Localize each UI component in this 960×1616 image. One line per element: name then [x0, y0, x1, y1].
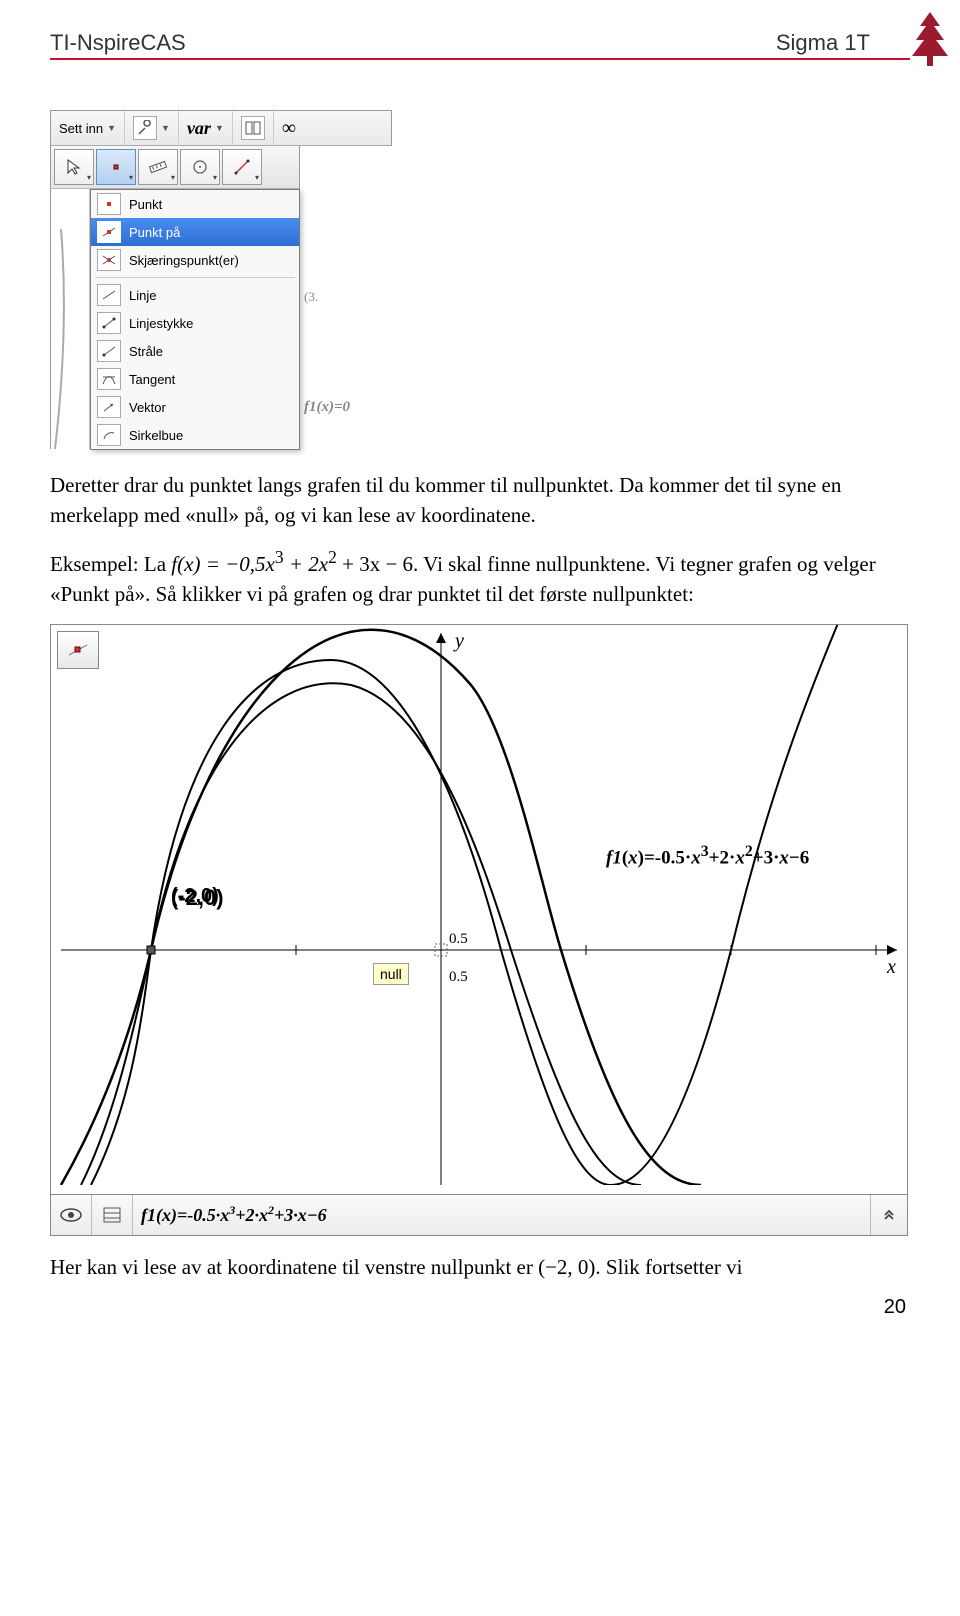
function-entry-bar: f1(x)=-0.5·x3+2·x2+3·x−6 [51, 1194, 907, 1235]
header-right: Sigma 1T [776, 30, 870, 56]
menu-label: Linjestykke [129, 316, 193, 331]
background-f1: f1(x)=0 [304, 399, 350, 416]
toolbox-button[interactable]: ▼ [125, 109, 179, 147]
paragraph-3: Her kan vi lese av at koordinatene til v… [50, 1252, 910, 1282]
chevron-down-icon: ▾ [255, 173, 259, 182]
segment-icon [97, 312, 121, 334]
menu-item-segment[interactable]: Linjestykke [91, 309, 299, 337]
chevron-down-icon: ▾ [171, 173, 175, 182]
point-dropdown-menu: Punkt Punkt på Skjæringspunkt(er) [90, 189, 300, 450]
menu-label: Vektor [129, 400, 166, 415]
point-on-icon [97, 221, 121, 243]
menu-item-line[interactable]: Linje [91, 281, 299, 309]
menu-label: Tangent [129, 372, 175, 387]
intersection-icon [97, 249, 121, 271]
graph-screenshot: y x 0.5 0.5 [50, 624, 908, 1236]
paragraph-1: Deretter drar du punktet langs grafen ti… [50, 470, 910, 531]
top-toolbar: Sett inn ▼ ▼ var ▼ ∞ [50, 110, 392, 146]
pointer-tool[interactable]: ▾ [54, 149, 94, 185]
menu-screenshot: Sett inn ▼ ▼ var ▼ ∞ [50, 110, 910, 450]
style-button[interactable] [92, 1195, 133, 1235]
ray-icon [97, 340, 121, 362]
chevron-down-icon: ▼ [161, 123, 170, 133]
entry-formula[interactable]: f1(x)=-0.5·x3+2·x2+3·x−6 [133, 1203, 870, 1226]
menu-item-vector[interactable]: Vektor [91, 393, 299, 421]
function-label: f1(x)=-0.5·x3+2·x2+3·x−6 [606, 843, 809, 869]
menu-label: Linje [129, 288, 156, 303]
tangent-icon [97, 368, 121, 390]
menu-label: Sirkelbue [129, 428, 183, 443]
segment-tool[interactable]: ▾ [222, 149, 262, 185]
wrench-icon [133, 116, 157, 140]
collapse-button[interactable] [870, 1195, 907, 1235]
chevron-down-icon: ▾ [87, 173, 91, 182]
menu-label: Stråle [129, 344, 163, 359]
var-button[interactable]: var ▼ [179, 109, 233, 147]
menu-separator [95, 277, 295, 278]
infinity-icon: ∞ [282, 117, 296, 140]
chevron-down-icon: ▼ [107, 123, 116, 133]
chevron-down-icon: ▼ [215, 123, 224, 133]
arc-icon [97, 424, 121, 446]
visibility-toggle[interactable] [51, 1195, 92, 1235]
header-left: TI-NspireCAS [50, 30, 186, 56]
side-strip [50, 189, 90, 449]
menu-item-punkt[interactable]: Punkt [91, 190, 299, 218]
insert-label: Sett inn [59, 121, 103, 136]
book-icon [241, 116, 265, 140]
chevron-down-icon: ▾ [213, 173, 217, 182]
header-divider [50, 58, 910, 60]
menu-label: Skjæringspunkt(er) [129, 253, 239, 268]
menu-item-ray[interactable]: Stråle [91, 337, 299, 365]
menu-label: Punkt [129, 197, 162, 212]
insert-menu-button[interactable]: Sett inn ▼ [51, 109, 125, 147]
var-label: var [187, 118, 211, 139]
menu-item-intersection[interactable]: Skjæringspunkt(er) [91, 246, 299, 274]
page-number: 20 [50, 1296, 910, 1319]
point-icon [97, 193, 121, 215]
menu-item-tangent[interactable]: Tangent [91, 365, 299, 393]
menu-label: Punkt på [129, 225, 180, 240]
ruler-tool[interactable]: ▾ [138, 149, 178, 185]
line-icon [97, 284, 121, 306]
chevron-down-icon: ▾ [129, 173, 133, 182]
menu-item-punkt-paa[interactable]: Punkt på [91, 218, 299, 246]
point-label: (-2,0) [171, 885, 224, 911]
catalog-button[interactable] [233, 109, 274, 147]
geometry-toolbar: ▾ ▾ ▾ ▾ ▾ [50, 146, 300, 189]
vector-icon [97, 396, 121, 418]
circle-tool[interactable]: ▾ [180, 149, 220, 185]
null-tooltip: null [373, 963, 409, 985]
infinity-button[interactable]: ∞ [274, 109, 304, 147]
tree-icon [910, 10, 950, 70]
menu-item-arc[interactable]: Sirkelbue [91, 421, 299, 449]
background-coord: (3. [304, 289, 318, 305]
paragraph-2: Eksempel: La f(x) = −0,5x3 + 2x2 + 3x − … [50, 545, 910, 610]
point-tool[interactable]: ▾ [96, 149, 136, 185]
